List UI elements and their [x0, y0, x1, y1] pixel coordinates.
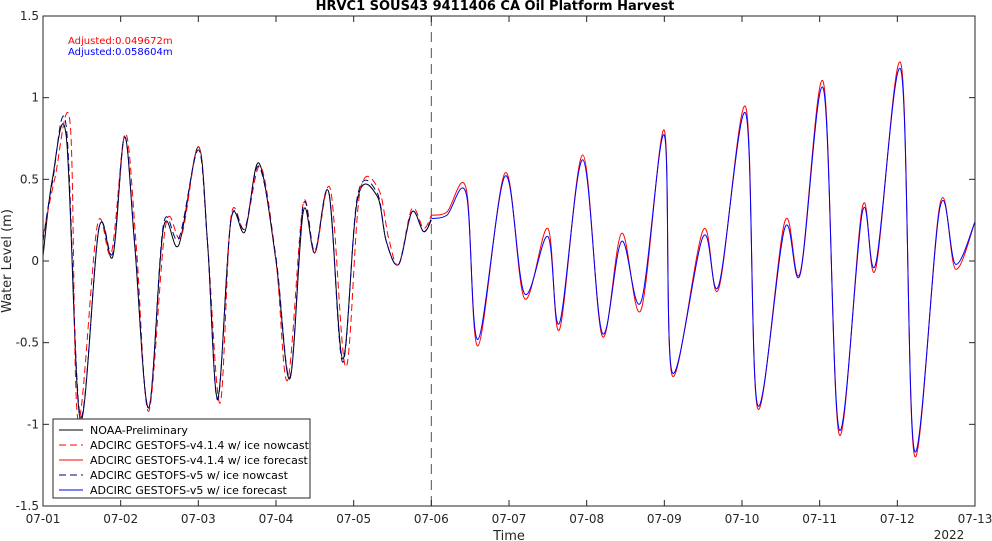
legend-label: ADCIRC GESTOFS-v4.1.4 w/ ice nowcast	[90, 439, 310, 452]
y-tick-label: -0.5	[16, 336, 39, 350]
series-line-4	[431, 67, 976, 453]
x-tick-label: 07-06	[414, 512, 449, 526]
adjusted-annotation: Adjusted:0.058604m	[68, 47, 173, 58]
legend-label: ADCIRC GESTOFS-v5 w/ ice nowcast	[90, 469, 289, 482]
series-line-1	[42, 112, 432, 421]
y-tick-label: -1.5	[16, 499, 39, 513]
x-tick-label: 07-02	[103, 512, 138, 526]
x-tick-label: 07-10	[725, 512, 760, 526]
x-tick-label: 07-01	[26, 512, 61, 526]
legend-box	[52, 418, 311, 499]
x-tick-label: 07-03	[181, 512, 216, 526]
x-tick-label: 07-04	[259, 512, 294, 526]
y-tick-label: 0.5	[20, 172, 39, 186]
x-tick-label: 07-05	[336, 512, 371, 526]
y-tick-label: 0	[31, 254, 39, 268]
y-axis-label: Water Level (m)	[0, 209, 15, 313]
y-tick-label: 1	[31, 91, 39, 105]
x-tick-label: 07-07	[492, 512, 527, 526]
x-year-label: 2022	[934, 528, 965, 541]
legend-label: NOAA-Preliminary	[90, 424, 188, 437]
x-axis-label: Time	[492, 529, 525, 541]
adjusted-annotation: Adjusted:0.049672m	[68, 36, 173, 47]
y-tick-label: 1.5	[20, 9, 39, 23]
x-tick-label: 07-13	[958, 512, 992, 526]
x-tick-label: 07-11	[802, 512, 837, 526]
legend-label: ADCIRC GESTOFS-v4.1.4 w/ ice forecast	[90, 454, 309, 467]
y-tick-label: -1	[27, 417, 39, 431]
series-line-3	[42, 115, 432, 418]
chart-title: HRVC1 SOUS43 9411406 CA Oil Platform Har…	[316, 0, 675, 14]
legend-label: ADCIRC GESTOFS-v5 w/ ice forecast	[90, 484, 288, 497]
legend: NOAA-Preliminary ADCIRC GESTOFS-v4.1.4 w/…	[52, 418, 311, 499]
x-tick-label: 07-09	[647, 512, 682, 526]
x-tick-label: 07-08	[569, 512, 604, 526]
x-tick-label: 07-12	[880, 512, 915, 526]
